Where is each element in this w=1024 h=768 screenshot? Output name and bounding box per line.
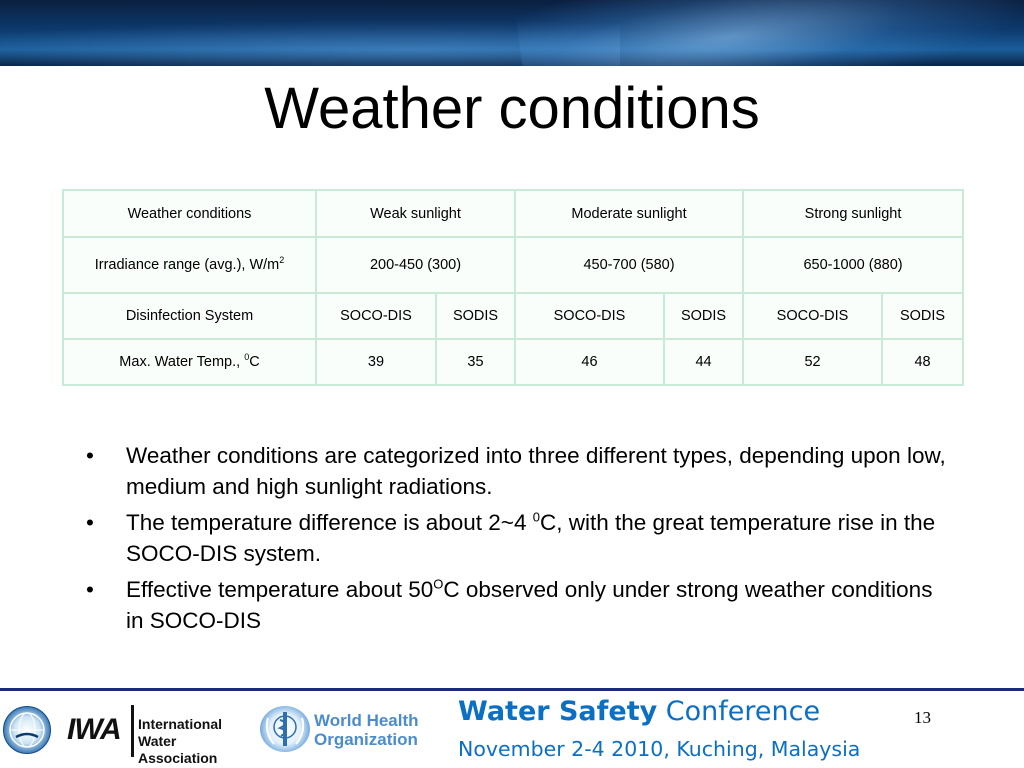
table-cell: Disinfection System	[62, 292, 317, 340]
superscript: O	[433, 576, 444, 592]
table-cell: Weak sunlight	[315, 189, 516, 238]
superscript: 2	[279, 255, 285, 266]
table-cell: 450-700 (580)	[513, 236, 745, 294]
iwa-logo-divider	[131, 705, 134, 757]
iwa-line-1: International	[138, 716, 223, 732]
superscript: 0	[532, 509, 540, 525]
table-cell: Weather conditions	[62, 189, 317, 238]
bullet-text: C, with the great temperature rise in th…	[126, 510, 936, 566]
who-line-1: World Health	[314, 711, 419, 730]
iwa-logo-mark: IWA	[67, 713, 122, 746]
page-number: 13	[914, 708, 931, 727]
table-cell: SODIS	[435, 292, 516, 340]
table-cell: SOCO-DIS	[315, 292, 437, 340]
conference-title-rest: Conference	[657, 696, 821, 727]
table-cell: 52	[742, 338, 884, 386]
table-cell: SODIS	[662, 292, 745, 340]
bullet-text: Weather conditions are categorized into …	[126, 443, 946, 499]
slide-title: Weather conditions	[264, 76, 760, 141]
table-row: Max. Water Temp., 0C 39 35 46 44 52 48	[62, 338, 965, 386]
table-cell: 200-450 (300)	[315, 236, 516, 294]
table-cell: 44	[662, 338, 745, 386]
bullet-text: Effective temperature about 50	[126, 577, 434, 602]
bullet-text: The temperature difference is about 2~4	[126, 510, 533, 535]
list-item: • Effective temperature about 50OC obser…	[86, 574, 946, 636]
table-row: Disinfection System SOCO-DIS SODIS SOCO-…	[62, 292, 965, 340]
banner-light-glow	[0, 20, 620, 66]
table-row: Irradiance range (avg.), W/m2 200-450 (3…	[62, 236, 965, 294]
conference-title-bold: Water Safety	[458, 696, 658, 727]
superscript: 0	[244, 352, 250, 363]
table-cell: Strong sunlight	[742, 189, 965, 238]
ima-logo-icon	[3, 706, 51, 754]
table-cell: 35	[435, 338, 516, 386]
who-logo-text: World Health Organization	[314, 711, 434, 749]
staff-icon	[283, 712, 287, 746]
table-cell: SOCO-DIS	[514, 292, 665, 340]
iwa-line-2: Water Association	[138, 733, 218, 766]
globe-icon	[9, 712, 45, 748]
bullet-icon: •	[86, 443, 94, 468]
bullet-list: • Weather conditions are categorized int…	[86, 440, 946, 641]
header-banner	[0, 0, 1024, 66]
list-item: • The temperature difference is about 2~…	[86, 507, 946, 569]
iwa-logo-text: International Water Association	[138, 716, 258, 767]
table-row: Weather conditions Weak sunlight Moderat…	[62, 189, 965, 238]
table-cell: Moderate sunlight	[513, 189, 745, 238]
footer-divider	[0, 688, 1024, 691]
temp-label: Max. Water Temp.,	[119, 354, 245, 370]
table-cell: 48	[881, 338, 965, 386]
bullet-text: C observed only under strong weather con…	[126, 577, 933, 633]
temp-unit: C	[249, 354, 260, 370]
iwa-logo: IWA	[67, 709, 125, 753]
table-cell: 46	[514, 338, 665, 386]
conference-date: November 2-4 2010, Kuching, Malaysia	[458, 737, 861, 761]
bullet-icon: •	[86, 510, 94, 535]
table-cell: SODIS	[881, 292, 965, 340]
list-item: • Weather conditions are categorized int…	[86, 440, 946, 502]
table-cell: Max. Water Temp., 0C	[62, 338, 317, 386]
table-cell: SOCO-DIS	[742, 292, 884, 340]
bullet-icon: •	[86, 577, 94, 602]
who-emblem-icon	[260, 706, 310, 752]
conference-title: Water Safety Conference	[458, 696, 820, 727]
table-cell: 39	[315, 338, 437, 386]
irradiance-label: Irradiance range (avg.), W/m	[94, 257, 280, 273]
table-cell: 650-1000 (880)	[742, 236, 965, 294]
table-cell: Irradiance range (avg.), W/m2	[62, 236, 317, 294]
weather-table: Weather conditions Weak sunlight Moderat…	[62, 189, 965, 386]
who-line-2: Organization	[314, 730, 418, 749]
